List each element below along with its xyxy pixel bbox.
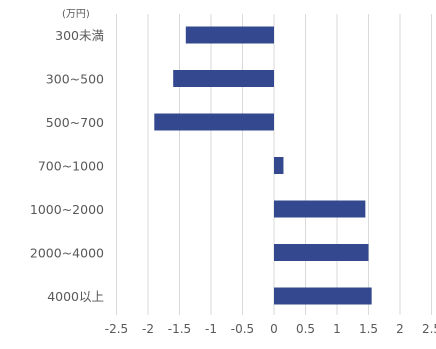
x-tick-label: 2.5 (422, 322, 436, 336)
x-tick-label: -2.5 (105, 322, 128, 336)
x-tick-label: -2 (142, 322, 154, 336)
bar (274, 157, 284, 174)
bar (185, 26, 274, 44)
x-tick-label: 0 (270, 322, 278, 336)
x-tick-label: -1 (205, 322, 217, 336)
x-tick-label: -1.5 (168, 322, 191, 336)
bar (274, 200, 366, 218)
category-label: 500~700 (46, 115, 104, 130)
bar (173, 70, 274, 87)
x-tick-label: 1 (333, 322, 341, 336)
x-tick-label: 2 (396, 322, 404, 336)
unit-label: (万円) (62, 9, 90, 20)
x-tick-label: 0.5 (296, 322, 315, 336)
category-label: 1000~2000 (30, 202, 104, 217)
category-labels: 300未満 300~500 500~700 700~1000 1000~2000 2000… (30, 28, 104, 304)
bar (274, 244, 369, 261)
bar (274, 287, 372, 305)
category-label: 2000~4000 (30, 246, 104, 261)
x-tick-label: -0.5 (231, 322, 254, 336)
category-label: 4000以上 (47, 289, 104, 304)
category-label: 300~500 (46, 72, 104, 87)
x-axis-tick-labels: -2.5 -2 -1.5 -1 -0.5 0 0.5 1 1.5 2 2.5 (105, 322, 436, 336)
bars (154, 26, 372, 305)
bar (154, 113, 274, 131)
x-tick-label: 1.5 (359, 322, 378, 336)
category-label: 700~1000 (38, 159, 104, 174)
category-label: 300未満 (55, 28, 104, 43)
